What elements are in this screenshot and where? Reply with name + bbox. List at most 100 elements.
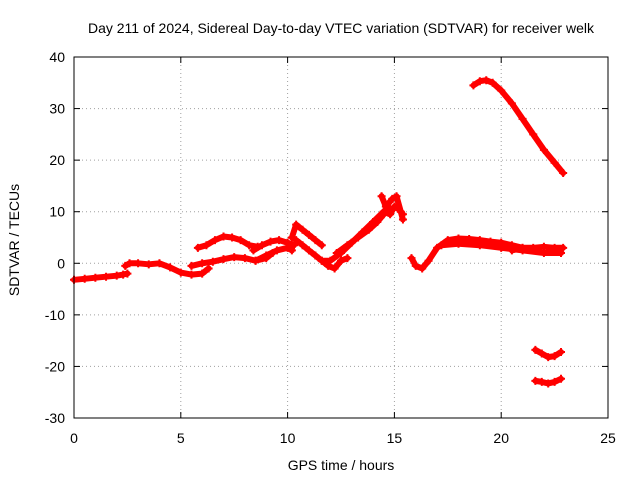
series-s5 xyxy=(249,236,299,255)
x-axis-label: GPS time / hours xyxy=(288,457,395,473)
data-point-marker xyxy=(482,76,491,85)
series-s2 xyxy=(121,259,213,279)
data-point-marker xyxy=(424,256,433,265)
data-point-marker xyxy=(112,271,121,280)
data-point-marker xyxy=(166,263,175,272)
data-point-marker xyxy=(80,274,89,283)
data-point-marker xyxy=(437,241,446,250)
data-point-marker xyxy=(210,236,219,245)
data-point-marker xyxy=(219,255,228,264)
data-point-marker xyxy=(537,349,546,358)
series-s15 xyxy=(507,242,568,255)
data-point-marker xyxy=(204,264,213,273)
data-point-marker xyxy=(330,264,339,273)
data-point-marker xyxy=(557,374,566,383)
series-s12 xyxy=(379,202,407,219)
data-point-marker xyxy=(251,256,260,265)
data-point-marker xyxy=(311,251,320,260)
data-point-marker xyxy=(311,236,320,245)
data-point-marker xyxy=(337,256,345,265)
data-point-marker xyxy=(529,130,538,139)
data-point-marker xyxy=(531,376,540,385)
data-point-marker xyxy=(531,345,540,354)
data-point-marker xyxy=(198,269,207,278)
data-point-marker xyxy=(407,254,416,263)
data-point-marker xyxy=(193,243,202,252)
data-point-marker xyxy=(377,192,386,201)
data-point-marker xyxy=(187,261,196,270)
series-band xyxy=(333,211,387,256)
y-tick-label: -10 xyxy=(45,307,65,323)
data-point-marker xyxy=(373,218,382,227)
data-point-marker xyxy=(354,233,363,242)
data-point-marker xyxy=(102,272,111,281)
data-point-marker xyxy=(121,261,130,270)
plot-frame xyxy=(73,56,609,419)
data-point-marker xyxy=(550,243,559,252)
y-tick-label: 40 xyxy=(49,49,65,65)
data-point-marker xyxy=(518,114,527,123)
data-point-marker xyxy=(287,233,296,242)
data-point-marker xyxy=(187,270,196,279)
series-s13 xyxy=(407,234,527,273)
data-point-marker xyxy=(497,86,506,95)
data-point-marker xyxy=(550,158,559,167)
y-tick-label: 10 xyxy=(49,204,65,220)
data-point-marker xyxy=(125,259,134,268)
data-point-marker xyxy=(123,269,132,278)
data-point-marker xyxy=(388,194,397,203)
data-point-marker xyxy=(392,192,401,201)
data-point-marker xyxy=(287,246,296,255)
series-band xyxy=(122,260,212,278)
data-point-marker xyxy=(332,248,341,257)
data-point-marker xyxy=(390,202,399,211)
data-point-marker xyxy=(544,353,553,362)
data-point-marker xyxy=(240,254,249,263)
data-point-marker xyxy=(497,243,506,252)
data-point-marker xyxy=(219,232,228,241)
y-axis-label: SDTVAR / TECUs xyxy=(6,184,22,296)
data-point-marker xyxy=(544,379,553,388)
data-point-marker xyxy=(381,202,390,211)
data-point-marker xyxy=(290,241,299,250)
data-point-marker xyxy=(326,256,335,265)
axis-ticks: 0 5 10 15 20 25 -30 -20 -10 0 10 20 30 40 xyxy=(45,49,616,446)
data-point-marker xyxy=(245,241,254,250)
data-point-marker xyxy=(550,352,559,361)
series-s3 xyxy=(193,232,262,252)
x-tick-label: 15 xyxy=(387,430,403,446)
data-point-marker xyxy=(317,256,326,265)
data-point-marker xyxy=(304,230,313,239)
data-point-marker xyxy=(507,99,516,108)
data-point-marker xyxy=(433,243,442,252)
data-point-marker xyxy=(202,241,211,250)
data-point-marker xyxy=(364,225,373,234)
data-point-marker xyxy=(507,246,516,255)
x-tick-label: 5 xyxy=(177,430,185,446)
data-point-marker xyxy=(488,78,497,87)
data-point-marker xyxy=(292,220,301,229)
y-tick-label: 0 xyxy=(57,255,65,271)
series-s16 xyxy=(469,76,568,178)
data-point-marker xyxy=(475,77,484,86)
data-point-marker xyxy=(249,246,258,255)
data-point-marker xyxy=(529,243,538,252)
data-point-marker xyxy=(537,377,546,386)
data-point-marker xyxy=(454,239,463,248)
series-s6 xyxy=(251,243,296,265)
data-point-marker xyxy=(386,210,395,219)
data-point-marker xyxy=(343,254,352,263)
data-point-marker xyxy=(379,207,388,216)
y-tick-label: -30 xyxy=(45,410,65,426)
data-point-marker xyxy=(411,261,420,270)
data-point-marker xyxy=(230,253,239,262)
data-point-marker xyxy=(176,268,185,277)
data-point-marker xyxy=(475,241,484,250)
data-point-marker xyxy=(144,260,153,269)
data-point-marker xyxy=(557,347,566,356)
data-point-marker xyxy=(262,251,271,260)
y-tick-label: -20 xyxy=(45,358,65,374)
series-s18 xyxy=(531,374,566,388)
data-point-marker xyxy=(266,237,275,246)
